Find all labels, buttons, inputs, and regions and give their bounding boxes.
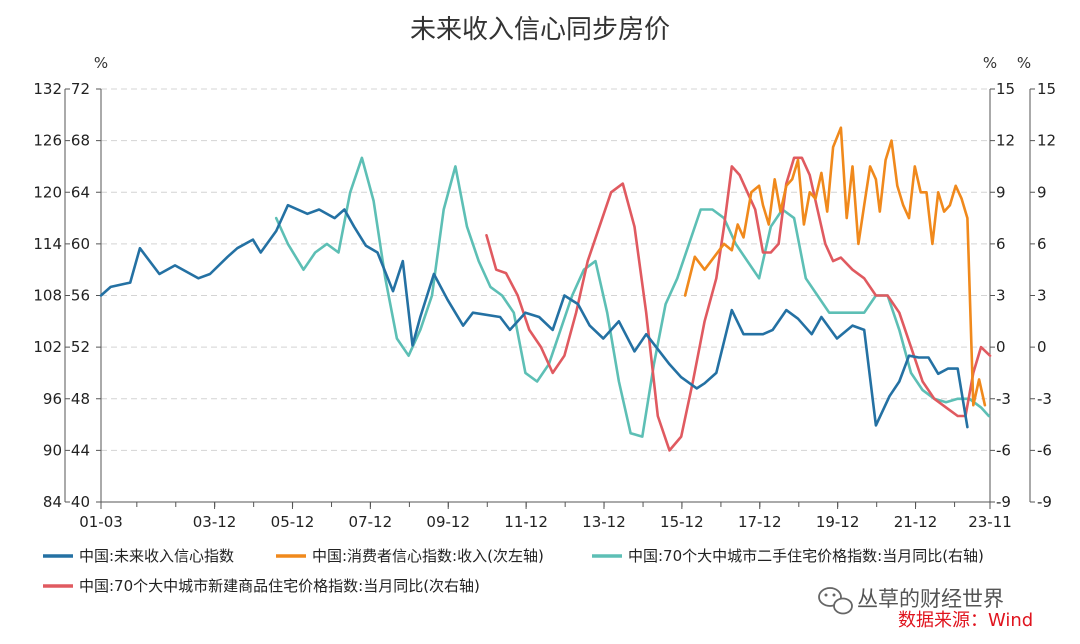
right-inner-tick-label: 0 xyxy=(996,338,1006,356)
right-inner-tick-label: -3 xyxy=(996,390,1011,408)
left-inner-tick-label: 40 xyxy=(71,493,90,511)
left-inner-tick-label: 60 xyxy=(71,235,90,253)
series-line-3 xyxy=(274,156,991,438)
left-outer-tick-label: 108 xyxy=(33,287,62,305)
series-lines xyxy=(99,126,992,452)
right-inner-tick-label: 15 xyxy=(996,80,1015,98)
left-inner-tick-label: 68 xyxy=(71,132,90,150)
x-tick-label: 07-12 xyxy=(349,513,393,531)
left-outer-tick-label: 90 xyxy=(43,441,62,459)
right-inner-tick-label: 6 xyxy=(996,235,1006,253)
left-unit-label: % xyxy=(94,54,108,72)
left-inner-tick-label: 64 xyxy=(71,183,90,201)
legend-label: 中国:消费者信心指数:收入(次左轴) xyxy=(312,547,544,565)
left-outer-tick-label: 132 xyxy=(33,80,62,98)
watermark-text: 丛草的财经世界 xyxy=(857,587,1004,611)
x-tick-label: 17-12 xyxy=(738,513,782,531)
right-inner-unit-label: % xyxy=(983,54,997,72)
chart-title: 未来收入信心同步房价 xyxy=(410,15,670,45)
legend: 中国:未来收入信心指数 中国:消费者信心指数:收入(次左轴) 中国:70个大中城市二… xyxy=(43,547,984,595)
right-inner-tick-label: -6 xyxy=(996,441,1011,459)
right-outer-tick-label: -3 xyxy=(1037,390,1052,408)
left-inner-tick-label: 56 xyxy=(71,287,90,305)
left-outer-tick-label: 84 xyxy=(43,493,62,511)
right-inner-tick-label: -9 xyxy=(996,493,1011,511)
x-tick-label: 15-12 xyxy=(660,513,704,531)
right-inner-tick-label: 3 xyxy=(996,287,1006,305)
x-tick-label: 21-12 xyxy=(894,513,938,531)
x-tick-label: 11-12 xyxy=(504,513,548,531)
x-tick-label: 01-03 xyxy=(79,513,123,531)
legend-label: 中国:70个大中城市新建商品住宅价格指数:当月同比(次右轴) xyxy=(79,577,480,595)
left-outer-tick-label: 114 xyxy=(33,235,62,253)
axes: 132 72 15 15 126 68 12 12 120 64 9 9 114 60 6 6 108 56 3 3 1… xyxy=(33,80,1056,531)
right-outer-unit-label: % xyxy=(1017,54,1031,72)
x-tick-label: 19-12 xyxy=(816,513,860,531)
series-line-1 xyxy=(99,203,969,429)
right-outer-tick-label: 3 xyxy=(1037,287,1047,305)
series-line-4 xyxy=(485,156,992,452)
gridlines xyxy=(101,88,990,503)
left-inner-tick-label: 44 xyxy=(71,441,90,459)
x-tick-label: 03-12 xyxy=(193,513,237,531)
left-outer-tick-label: 102 xyxy=(33,338,62,356)
left-inner-tick-label: 52 xyxy=(71,338,90,356)
right-outer-tick-label: -9 xyxy=(1037,493,1052,511)
watermark: 丛草的财经世界 xyxy=(818,587,1004,615)
left-inner-tick-label: 72 xyxy=(71,80,90,98)
left-outer-tick-label: 126 xyxy=(33,132,62,150)
series-line-2 xyxy=(683,126,987,407)
source-note: 数据来源：Wind xyxy=(898,610,1033,631)
right-inner-tick-label: 12 xyxy=(996,132,1015,150)
left-outer-tick-label: 96 xyxy=(43,390,62,408)
right-outer-tick-label: -6 xyxy=(1037,441,1052,459)
right-outer-tick-label: 6 xyxy=(1037,235,1047,253)
wechat-icon xyxy=(818,587,853,615)
legend-label: 中国:70个大中城市二手住宅价格指数:当月同比(右轴) xyxy=(628,547,984,565)
right-outer-tick-label: 0 xyxy=(1037,338,1047,356)
right-outer-tick-label: 12 xyxy=(1037,132,1056,150)
right-outer-tick-label: 9 xyxy=(1037,183,1047,201)
legend-label: 中国:未来收入信心指数 xyxy=(79,547,234,565)
x-tick-label: 05-12 xyxy=(271,513,315,531)
right-outer-tick-label: 15 xyxy=(1037,80,1056,98)
left-inner-tick-label: 48 xyxy=(71,390,90,408)
x-tick-label: 23-11 xyxy=(968,513,1012,531)
left-outer-tick-label: 120 xyxy=(33,183,62,201)
x-tick-label: 13-12 xyxy=(582,513,626,531)
right-inner-tick-label: 9 xyxy=(996,183,1006,201)
x-tick-label: 09-12 xyxy=(426,513,470,531)
